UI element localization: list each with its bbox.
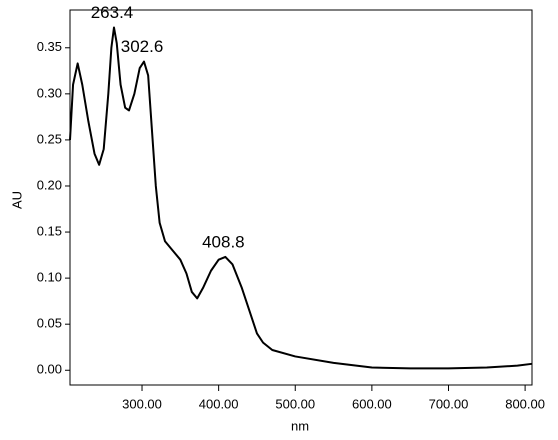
x-tick-label: 600.00 xyxy=(352,396,392,411)
y-tick-label: 0.30 xyxy=(37,85,62,100)
peak-label: 408.8 xyxy=(202,232,245,251)
y-tick-label: 0.25 xyxy=(37,131,62,146)
spectrum-line xyxy=(69,26,533,370)
x-axis-label: nm xyxy=(291,418,309,433)
plot-frame xyxy=(69,9,533,386)
y-axis-label: AU xyxy=(9,191,24,209)
y-tick-label: 0.10 xyxy=(37,270,62,285)
peak-label: 302.6 xyxy=(121,37,164,56)
y-tick-label: 0.00 xyxy=(37,362,62,377)
x-tick-label: 300.00 xyxy=(122,396,162,411)
x-tick-label: 700.00 xyxy=(429,396,469,411)
y-tick-label: 0.05 xyxy=(37,316,62,331)
x-tick-label: 500.00 xyxy=(275,396,315,411)
y-tick-label: 0.15 xyxy=(37,223,62,238)
y-tick-label: 0.35 xyxy=(37,39,62,54)
peak-label: 263.4 xyxy=(91,3,134,22)
x-tick-label: 800.00 xyxy=(505,396,545,411)
x-tick-label: 400.00 xyxy=(199,396,239,411)
y-tick-label: 0.20 xyxy=(37,177,62,192)
